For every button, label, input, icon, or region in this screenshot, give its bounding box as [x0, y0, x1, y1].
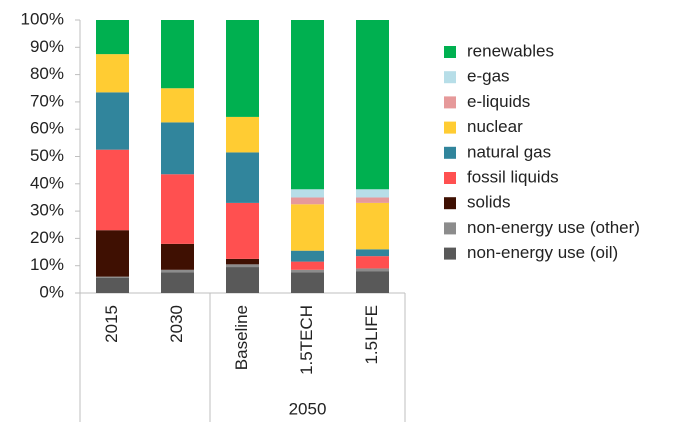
- y-tick-label: 10%: [30, 255, 64, 274]
- bar-segment: [291, 197, 324, 205]
- bar-segment: [226, 264, 259, 268]
- x-tick-label: 1.5TECH: [297, 305, 316, 375]
- bar-segment: [291, 189, 324, 198]
- bar-segment: [356, 202, 389, 250]
- bar-segment: [356, 197, 389, 203]
- legend-swatch: [444, 247, 456, 260]
- bar-segment: [161, 243, 194, 270]
- y-tick-label: 50%: [30, 146, 64, 165]
- legend-label: solids: [467, 193, 510, 212]
- legend-swatch: [444, 222, 456, 235]
- bar-segment: [161, 272, 194, 293]
- y-tick-label: 20%: [30, 228, 64, 247]
- bar-segment: [226, 202, 259, 259]
- bar-segment: [291, 250, 324, 262]
- legend-label: nuclear: [467, 117, 523, 136]
- bar-segment: [161, 174, 194, 244]
- bar-segment: [356, 256, 389, 269]
- y-tick-label: 30%: [30, 201, 64, 220]
- bar-segment: [356, 271, 389, 293]
- bar-segment: [96, 92, 129, 150]
- bar-segment: [96, 277, 129, 293]
- legend-swatch: [444, 172, 456, 184]
- legend-swatch: [444, 46, 456, 58]
- bar-segment: [291, 261, 324, 270]
- y-tick-label: 80%: [30, 64, 64, 83]
- legend-swatch: [444, 197, 456, 210]
- bar-segment: [96, 276, 129, 278]
- bar-segment: [356, 20, 389, 190]
- bar-segment: [226, 267, 259, 293]
- legend-label: renewables: [467, 41, 554, 60]
- y-tick-label: 100%: [21, 9, 64, 28]
- bar-segment: [226, 116, 259, 153]
- bar-segment: [226, 20, 259, 117]
- x-tick-label: 1.5LIFE: [362, 305, 381, 365]
- bar-segment: [96, 149, 129, 231]
- bar-segment: [96, 20, 129, 55]
- bar-segment: [291, 204, 324, 251]
- bar-segment: [161, 122, 194, 175]
- group-label: 2050: [289, 399, 327, 418]
- bar-segment: [356, 249, 389, 257]
- bar-segment: [356, 268, 389, 272]
- bar-segment: [226, 258, 259, 265]
- bar-segment: [96, 230, 129, 277]
- x-tick-label: Baseline: [232, 305, 251, 370]
- legend-swatch: [444, 146, 456, 159]
- y-tick-label: 70%: [30, 91, 64, 110]
- bar-segment: [291, 20, 324, 190]
- legend-label: natural gas: [467, 142, 551, 161]
- x-tick-label: 2015: [102, 305, 121, 343]
- legend-swatch: [444, 96, 456, 109]
- x-tick-label: 2030: [167, 305, 186, 343]
- legend-swatch: [444, 121, 456, 134]
- legend-label: non-energy use (oil): [467, 243, 618, 262]
- legend-label: fossil liquids: [467, 167, 559, 186]
- bar-segment: [226, 152, 259, 203]
- bar-segment: [161, 269, 194, 273]
- bar-segment: [291, 272, 324, 293]
- legend-label: non-energy use (other): [467, 218, 640, 237]
- y-tick-label: 0%: [39, 282, 64, 301]
- legend-swatch: [444, 71, 456, 84]
- bar-segment: [161, 20, 194, 89]
- legend-label: e-gas: [467, 67, 510, 86]
- bar-segment: [356, 189, 389, 198]
- legend-label: e-liquids: [467, 92, 530, 111]
- y-tick-label: 90%: [30, 37, 64, 56]
- bar-segment: [96, 54, 129, 93]
- bar-segment: [161, 88, 194, 123]
- y-tick-label: 40%: [30, 173, 64, 192]
- bar-segment: [291, 269, 324, 273]
- y-tick-label: 60%: [30, 119, 64, 138]
